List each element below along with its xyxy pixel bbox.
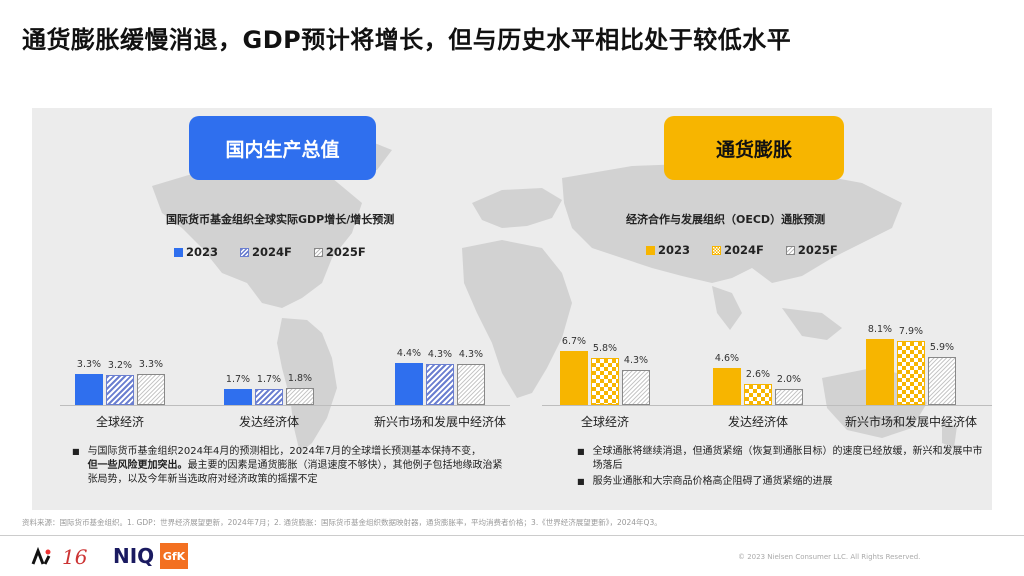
bar-新兴市场和发展中经济体-2024F <box>897 341 925 405</box>
bar-发达经济体-2024F <box>255 388 283 405</box>
data-label: 3.3% <box>76 358 102 370</box>
inflation-section-pill: 通货膨胀 <box>664 116 844 180</box>
legend-label: 2024F <box>724 243 764 257</box>
data-label: 4.3% <box>427 349 453 361</box>
copyright: © 2023 Nielsen Consumer LLC. All Rights … <box>738 553 921 561</box>
gdp-legend-2023: 2023 <box>174 245 218 259</box>
bullet-square-icon: ■ <box>577 477 585 486</box>
bar-新兴市场和发展中经济体-2025F <box>457 364 485 405</box>
legend-label: 2025F <box>797 243 838 257</box>
data-label: 4.3% <box>623 355 649 367</box>
bullet-text-bold: 但一些风险更加突出。 <box>87 460 188 471</box>
bullet-square-icon: ■ <box>577 447 585 456</box>
legend-swatch-striped <box>240 247 250 257</box>
data-label: 1.8% <box>287 372 313 384</box>
legend-swatch-solid <box>174 247 183 257</box>
data-label: 3.2% <box>107 359 133 371</box>
bullet-text-tail: 最主要的因素是通货膨胀（消退速度不够快），其他例子包括地缘政治紧张局势，以及今年… <box>87 460 503 485</box>
data-label: 4.4% <box>396 348 422 360</box>
nielsen-logo-icon <box>30 546 54 568</box>
footer-divider <box>0 535 1024 536</box>
gdp-chart-title: 国际货币基金组织全球实际GDP增长/增长预测 <box>166 213 395 226</box>
category-label: 新兴市场和发展中经济体 <box>844 415 978 429</box>
category-label: 发达经济体 <box>727 415 789 429</box>
legend-swatch-dotted <box>785 245 795 255</box>
bullet-text: 与国际货币基金组织2024年4月的预测相比，2024年7月的全球增长预测基本保持… <box>88 445 512 487</box>
bar-全球经济-2025F <box>622 370 650 405</box>
gdp-legend-2025f: 2025F <box>313 245 366 259</box>
bullet-item: ■ 与国际货币基金组织2024年4月的预测相比，2024年7月的全球增长预测基本… <box>72 445 512 487</box>
data-label: 4.3% <box>458 349 484 361</box>
legend-swatch-solid <box>646 245 655 255</box>
data-label: 4.6% <box>714 352 740 364</box>
bar-全球经济-2023 <box>75 373 103 405</box>
data-label: 1.7% <box>256 373 282 385</box>
data-label: 2.0% <box>776 373 802 385</box>
data-label: 2.6% <box>745 368 771 380</box>
inflation-bullets: ■ 全球通胀将继续消退，但通货紧缩（恢复到通胀目标）的速度已经放缓，新兴和发展中… <box>577 445 987 491</box>
source-note: 资料来源：国际货币基金组织。1. GDP：世界经济展望更新，2024年7月；2.… <box>22 518 662 527</box>
gdp-legend: 2023 2024F 2025F <box>174 245 366 259</box>
inflation-legend-2024f: 2024F <box>712 243 764 257</box>
legend-label: 2025F <box>325 245 366 259</box>
bar-全球经济-2023 <box>560 350 588 405</box>
gfk-logo: GfK <box>160 543 188 569</box>
gdp-legend-2024f: 2024F <box>240 245 292 259</box>
data-label: 7.9% <box>898 326 924 337</box>
inflation-legend-2025f: 2025F <box>785 243 838 257</box>
anniversary-16-logo: 16 <box>62 545 88 569</box>
data-label: 3.3% <box>138 358 164 370</box>
bar-新兴市场和发展中经济体-2023 <box>395 363 423 405</box>
bar-全球经济-2025F <box>137 373 165 405</box>
data-label: 6.7% <box>561 335 587 347</box>
data-label: 5.8% <box>592 343 618 355</box>
legend-swatch-checker <box>712 245 722 255</box>
category-label: 全球经济 <box>95 415 145 429</box>
category-label: 发达经济体 <box>238 415 300 429</box>
inflation-chart-title: 经济合作与发展组织（OECD）通胀预测 <box>626 213 826 226</box>
bullet-text-normal: 与国际货币基金组织2024年4月的预测相比，2024年7月的全球增长预测基本保持… <box>87 446 482 457</box>
legend-swatch-dotted <box>313 247 323 257</box>
bar-全球经济-2024F <box>106 374 134 405</box>
category-label: 新兴市场和发展中经济体 <box>373 415 507 429</box>
data-label: 1.7% <box>225 373 251 385</box>
legend-label: 2023 <box>186 245 219 259</box>
bar-发达经济体-2025F <box>775 388 803 405</box>
chart-baseline <box>60 405 510 406</box>
inflation-legend-2023: 2023 <box>646 243 690 257</box>
bar-新兴市场和发展中经济体-2023 <box>866 339 894 405</box>
page-title: 通货膨胀缓慢消退，GDP预计将增长，但与历史水平相比处于较低水平 <box>22 26 792 54</box>
niq-logo: NIQ <box>113 544 155 568</box>
bullet-text: 服务业通胀和大宗商品价格高企阻碍了通货紧缩的进展 <box>592 476 833 487</box>
category-label: 全球经济 <box>580 415 630 429</box>
legend-label: 2023 <box>658 243 691 257</box>
inflation-legend: 2023 2024F 2025F <box>646 243 838 257</box>
bar-发达经济体-2024F <box>744 383 772 405</box>
bullet-text: 全球通胀将继续消退，但通货紧缩（恢复到通胀目标）的速度已经放缓，新兴和发展中市场… <box>592 446 983 471</box>
gdp-section-pill: 国内生产总值 <box>189 116 376 180</box>
chart-baseline <box>542 405 992 406</box>
bullet-item: ■ 服务业通胀和大宗商品价格高企阻碍了通货紧缩的进展 <box>577 475 987 489</box>
bar-新兴市场和发展中经济体-2025F <box>928 357 956 405</box>
bar-发达经济体-2023 <box>713 367 741 405</box>
bar-全球经济-2024F <box>591 358 619 405</box>
bar-发达经济体-2025F <box>286 387 314 405</box>
bullet-square-icon: ■ <box>72 447 80 456</box>
content-panel: 国内生产总值 通货膨胀 国际货币基金组织全球实际GDP增长/增长预测 经济合作与… <box>32 108 992 510</box>
gdp-bullets: ■ 与国际货币基金组织2024年4月的预测相比，2024年7月的全球增长预测基本… <box>72 445 512 489</box>
data-label: 5.9% <box>929 342 955 354</box>
data-label: 8.1% <box>867 324 893 336</box>
bar-新兴市场和发展中经济体-2024F <box>426 364 454 405</box>
bullet-item: ■ 全球通胀将继续消退，但通货紧缩（恢复到通胀目标）的速度已经放缓，新兴和发展中… <box>577 445 987 473</box>
bar-发达经济体-2023 <box>224 388 252 405</box>
legend-label: 2024F <box>252 245 292 259</box>
